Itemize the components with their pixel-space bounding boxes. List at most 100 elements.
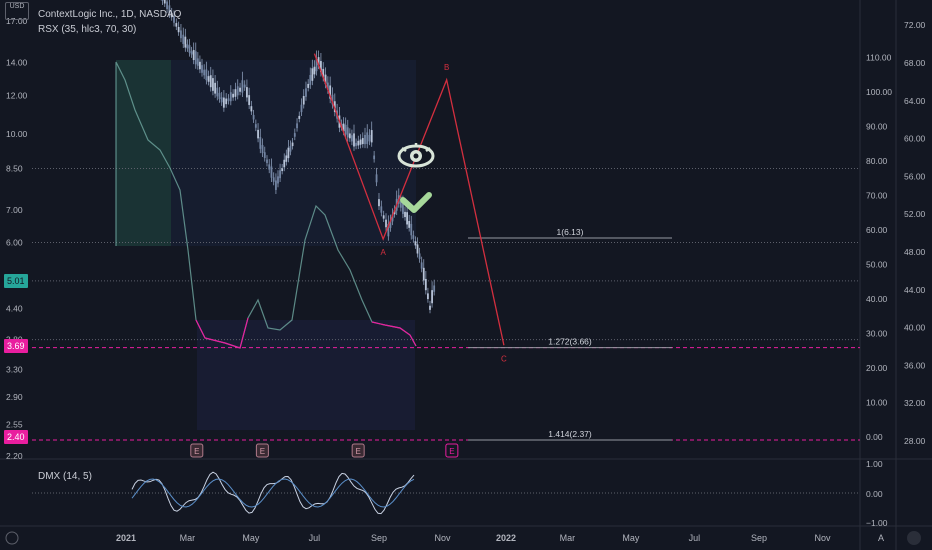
price-candle bbox=[368, 134, 371, 142]
price-candle bbox=[168, 5, 171, 14]
price-candle bbox=[180, 30, 182, 39]
rsx-axis-tick-outer: 44.00 bbox=[904, 285, 926, 295]
dmx-indicator-label[interactable]: DMX (14, 5) bbox=[38, 471, 92, 482]
price-candle bbox=[302, 95, 305, 105]
price-candle bbox=[370, 130, 373, 143]
price-candle bbox=[259, 137, 262, 149]
earnings-marker bbox=[190, 443, 204, 458]
price-candle bbox=[311, 68, 314, 81]
price-candle bbox=[279, 170, 281, 179]
price-candle bbox=[232, 93, 235, 98]
auto-scale-button: A bbox=[878, 533, 884, 543]
price-candle bbox=[263, 152, 266, 158]
price-candle bbox=[227, 98, 230, 102]
price-candle bbox=[209, 75, 212, 88]
rsx-mid-zone bbox=[171, 60, 416, 246]
price-axis-tick: 2.90 bbox=[6, 392, 23, 402]
price-candle bbox=[173, 16, 175, 23]
rsx-indicator-label[interactable]: RSX (35, hlc3, 70, 30) bbox=[38, 24, 137, 35]
time-axis-tick: Mar bbox=[560, 533, 576, 543]
price-badge: 3.69 bbox=[4, 338, 28, 353]
price-candle bbox=[366, 132, 369, 145]
price-candle bbox=[305, 88, 307, 97]
price-candle bbox=[248, 95, 251, 105]
price-candle bbox=[214, 82, 217, 94]
price-candle bbox=[177, 26, 180, 33]
price-candle bbox=[207, 76, 210, 82]
fib-level-label: 1.414(2.37) bbox=[548, 429, 592, 439]
price-candle bbox=[182, 34, 185, 44]
price-candle bbox=[378, 199, 380, 207]
price-candle bbox=[186, 44, 189, 49]
price-candle bbox=[393, 210, 396, 215]
price-candle bbox=[309, 74, 312, 85]
time-axis-tick: Mar bbox=[180, 533, 196, 543]
price-candle bbox=[402, 203, 404, 214]
price-candle bbox=[250, 106, 253, 112]
rsx-axis-tick-inner: 100.00 bbox=[866, 87, 892, 97]
time-axis-tick: Nov bbox=[814, 533, 831, 543]
rsx-axis-tick-inner: 0.00 bbox=[866, 432, 883, 442]
earnings-marker bbox=[445, 443, 459, 458]
price-candle bbox=[293, 133, 296, 137]
price-candle bbox=[239, 87, 241, 92]
price-candle bbox=[289, 145, 292, 152]
price-candle bbox=[331, 94, 334, 105]
earnings-marker bbox=[351, 443, 365, 458]
rsx-axis-tick-outer: 28.00 bbox=[904, 436, 926, 446]
price-candle bbox=[203, 69, 206, 76]
price-axis-tick: 6.00 bbox=[6, 238, 23, 248]
price-candle bbox=[418, 253, 421, 260]
wave-label-a: A bbox=[380, 248, 386, 257]
price-candle bbox=[241, 80, 244, 93]
time-axis-tick: Sep bbox=[751, 533, 767, 543]
earnings-marker bbox=[255, 443, 269, 458]
price-axis-tick: 7.00 bbox=[6, 205, 23, 215]
price-candle bbox=[300, 104, 303, 113]
price-candle bbox=[416, 244, 419, 254]
time-axis-tick: Sep bbox=[371, 533, 387, 543]
price-candle bbox=[163, 0, 166, 4]
price-candle bbox=[429, 305, 431, 310]
price-candle bbox=[281, 168, 284, 172]
price-candle bbox=[296, 123, 298, 129]
price-candle bbox=[351, 135, 353, 142]
price-candle bbox=[431, 290, 433, 304]
rsx-axis-tick-inner: 20.00 bbox=[866, 363, 888, 373]
price-candle bbox=[216, 87, 219, 97]
earnings-marker-label: E bbox=[449, 447, 454, 456]
price-candle bbox=[268, 164, 271, 170]
rsx-axis-tick-outer: 32.00 bbox=[904, 398, 926, 408]
time-axis-tick: May bbox=[622, 533, 640, 543]
price-candle bbox=[433, 285, 436, 292]
price-candle bbox=[420, 262, 423, 269]
fib-level-label: 1.272(3.66) bbox=[548, 337, 592, 347]
price-candle bbox=[410, 223, 413, 236]
eye-icon bbox=[397, 143, 435, 168]
price-axis-tick: 12.00 bbox=[6, 90, 28, 100]
price-candle bbox=[190, 51, 193, 55]
price-candle bbox=[414, 241, 417, 246]
price-candle bbox=[222, 97, 225, 108]
price-candle bbox=[275, 180, 277, 190]
price-badge: 2.40 bbox=[4, 430, 28, 445]
price-candle bbox=[236, 86, 239, 96]
price-candle bbox=[317, 57, 320, 66]
price-axis-tick: 4.40 bbox=[6, 303, 23, 313]
price-candle bbox=[229, 92, 232, 102]
price-candle bbox=[412, 235, 415, 239]
price-candle bbox=[424, 278, 427, 291]
rsx-oversold-segment bbox=[371, 321, 417, 347]
rsx-axis-tick-inner: 90.00 bbox=[866, 122, 888, 132]
earnings-marker-label: E bbox=[194, 447, 199, 456]
price-candle bbox=[380, 206, 383, 213]
price-candle bbox=[313, 66, 316, 75]
price-candle bbox=[184, 36, 187, 48]
price-axis-tick: 2.20 bbox=[6, 451, 23, 461]
price-axis-tick: 3.30 bbox=[6, 365, 23, 375]
price-candle bbox=[364, 134, 366, 145]
price-candle bbox=[246, 87, 248, 98]
rsx-axis-tick-outer: 36.00 bbox=[904, 360, 926, 370]
rsx-axis-tick-inner: 10.00 bbox=[866, 398, 888, 408]
